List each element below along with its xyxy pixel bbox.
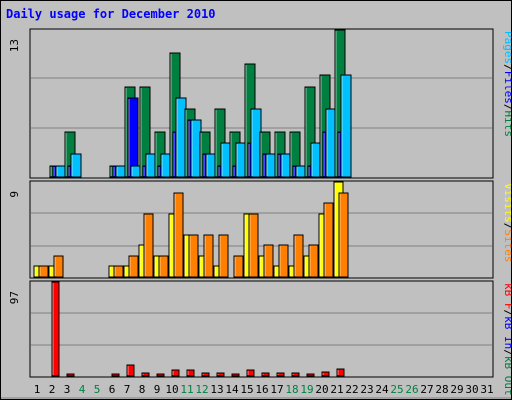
bar-kb-f-day-11: [186, 369, 195, 377]
bar-sites-day-17: [278, 244, 289, 278]
panel-bottom: [29, 280, 494, 378]
bar-kb-f-day-12: [201, 372, 210, 377]
x-tick-label-day-6: 6: [109, 383, 116, 396]
x-tick-label-day-21: 21: [330, 383, 343, 396]
x-tick-label-day-2: 2: [49, 383, 56, 396]
x-tick-label-day-18: 18: [285, 383, 298, 396]
x-tick-label-day-24: 24: [375, 383, 389, 396]
y-max-label: 9: [8, 191, 21, 198]
bar-sites-day-12: [203, 234, 214, 278]
bar-sites-day-21: [338, 192, 349, 278]
legend-item: Files: [502, 71, 511, 104]
legend-top: Pages/Files/Hits: [502, 31, 511, 137]
bar-kb-f-day-8: [141, 372, 150, 377]
bar-kb-f-day-10: [171, 369, 180, 377]
bar-sites-day-15: [248, 213, 259, 278]
legend-item: kB Out: [502, 356, 511, 396]
bar-sites-day-6: [113, 265, 124, 278]
bar-sites-day-7: [128, 255, 139, 278]
x-tick-label-day-17: 17: [270, 383, 283, 396]
bar-sites-day-11: [188, 234, 199, 278]
bar-sites-day-14: [233, 255, 244, 278]
bar-kb-f-day-21: [336, 368, 345, 377]
legend-item: Hits: [502, 111, 511, 138]
y-max-label: 13: [8, 39, 21, 52]
bar-sites-day-19: [308, 244, 319, 278]
bar-kb-f-day-2: [51, 281, 60, 377]
x-tick-label-day-3: 3: [64, 383, 71, 396]
x-tick-label-day-10: 10: [165, 383, 178, 396]
bar-sites-day-13: [218, 234, 229, 278]
bar-sites-day-9: [158, 255, 169, 278]
bar-kb-f-day-18: [291, 372, 300, 377]
x-tick-label-day-16: 16: [255, 383, 268, 396]
legend-item: /: [502, 64, 511, 71]
x-tick-label-day-9: 9: [154, 383, 161, 396]
bar-sites-day-10: [173, 192, 184, 278]
x-tick-label-day-1: 1: [34, 383, 41, 396]
legend-item: kB In: [502, 316, 511, 349]
x-tick-label-day-19: 19: [300, 383, 313, 396]
x-tick-label-day-4: 4: [79, 383, 86, 396]
legend-middle: Visits/Sites: [502, 183, 511, 263]
legend-item: /: [502, 349, 511, 356]
legend-item: /: [502, 223, 511, 230]
bar-kb-f-day-20: [321, 371, 330, 377]
bar-kb-f-day-16: [261, 372, 270, 377]
bar-sites-day-18: [293, 234, 304, 278]
bar-kb-f-day-6: [111, 373, 120, 377]
legend-item: /: [502, 310, 511, 317]
x-tick-label-day-28: 28: [435, 383, 448, 396]
x-tick-label-day-23: 23: [360, 383, 373, 396]
x-tick-label-day-12: 12: [195, 383, 208, 396]
bar-kb-f-day-17: [276, 372, 285, 377]
x-tick-label-day-5: 5: [94, 383, 101, 396]
x-tick-label-day-30: 30: [465, 383, 478, 396]
x-tick-label-day-26: 26: [405, 383, 418, 396]
bar-sites-day-2: [53, 255, 64, 278]
bar-sites-day-1: [38, 265, 49, 278]
legend-item: /: [502, 104, 511, 111]
x-tick-label-day-11: 11: [180, 383, 193, 396]
legend-item: Pages: [502, 31, 511, 64]
x-tick-label-day-7: 7: [124, 383, 131, 396]
x-tick-label-day-29: 29: [450, 383, 463, 396]
bar-kb-f-day-14: [231, 373, 240, 377]
legend-item: Visits: [502, 183, 511, 223]
x-tick-label-day-20: 20: [315, 383, 328, 396]
bar-pages-day-21: [340, 74, 352, 178]
bar-kb-f-day-7: [126, 364, 135, 377]
bar-kb-f-day-15: [246, 369, 255, 377]
x-tick-label-day-8: 8: [139, 383, 146, 396]
x-tick-label-day-13: 13: [210, 383, 223, 396]
x-tick-label-day-22: 22: [345, 383, 358, 396]
bar-kb-f-day-19: [306, 373, 315, 377]
x-tick-label-day-15: 15: [240, 383, 253, 396]
bar-pages-day-3: [70, 153, 82, 178]
x-tick-label-day-25: 25: [390, 383, 403, 396]
bar-kb-f-day-3: [66, 373, 75, 377]
bar-sites-day-20: [323, 202, 334, 278]
x-tick-label-day-14: 14: [225, 383, 239, 396]
bar-kb-f-day-13: [216, 372, 225, 377]
bar-sites-day-16: [263, 244, 274, 278]
chart-title: Daily usage for December 2010: [6, 7, 216, 21]
x-tick-label-day-31: 31: [480, 383, 493, 396]
legend-bottom: kB F/kB In/kB Out: [502, 283, 511, 396]
bar-kb-f-day-9: [156, 373, 165, 377]
bar-sites-day-8: [143, 213, 154, 278]
legend-item: kB F: [502, 283, 511, 310]
y-max-label: 97: [8, 291, 21, 304]
legend-item: Sites: [502, 229, 511, 262]
bar-files-day-7: [127, 97, 139, 178]
x-tick-label-day-27: 27: [420, 383, 433, 396]
